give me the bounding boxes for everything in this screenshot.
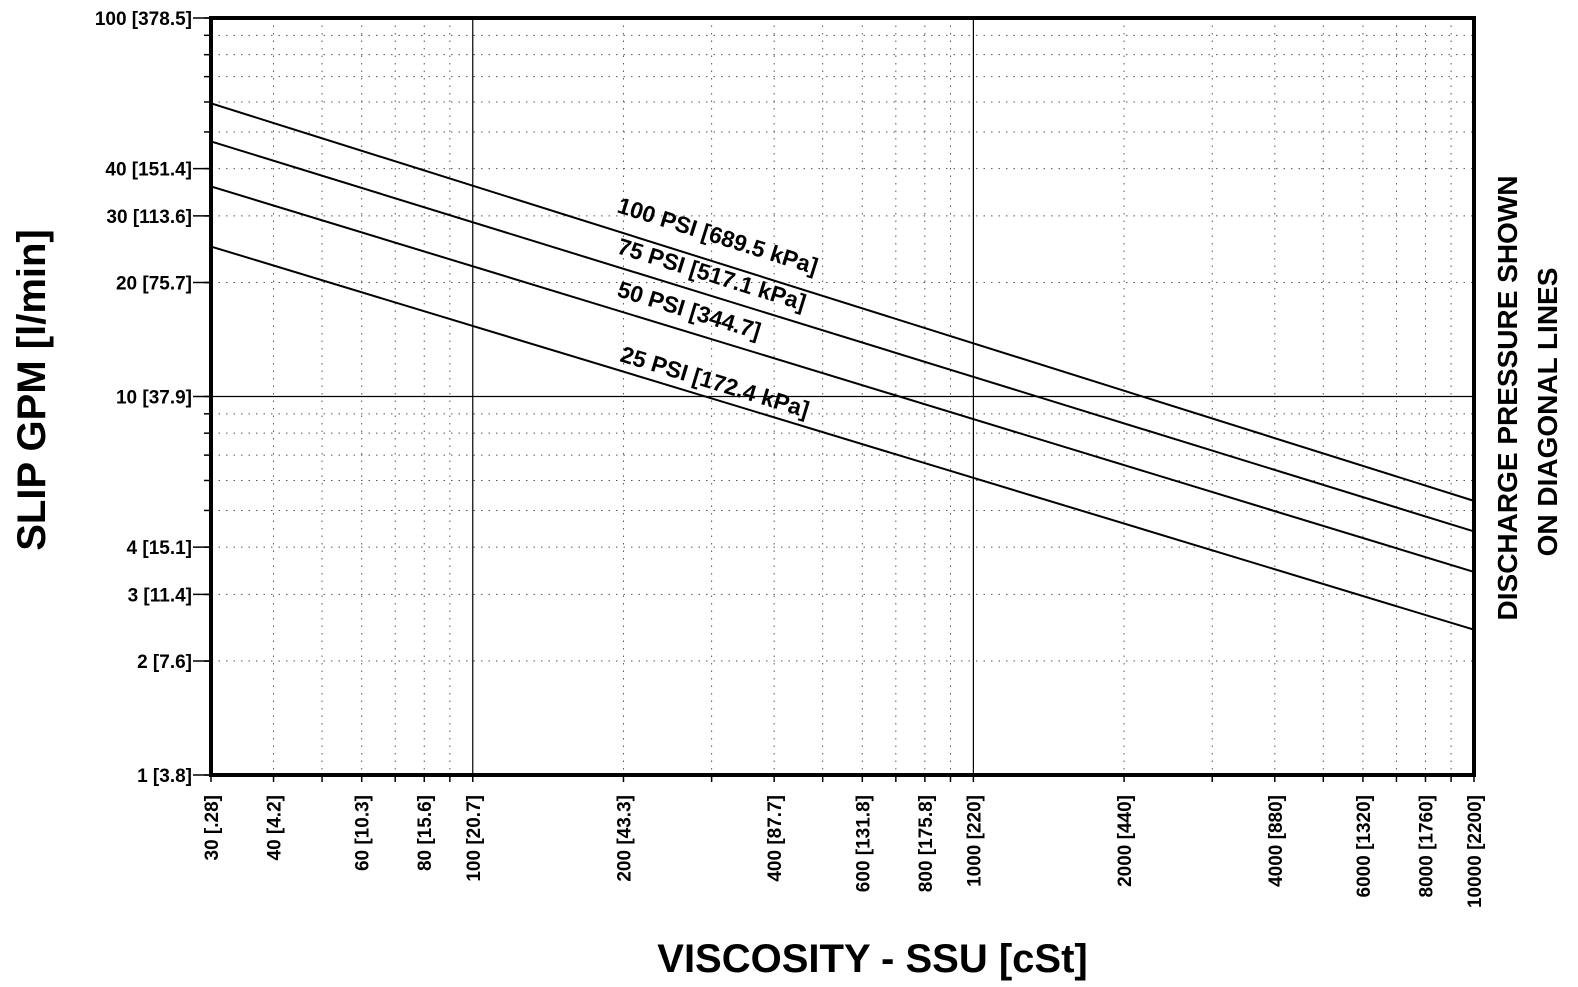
x-tick-label: 6000 [1320] xyxy=(1354,795,1375,897)
series-line xyxy=(210,245,1475,631)
series-label: 25 PSI [172.4 kPa] xyxy=(618,341,813,423)
y-axis-title: SLIP GPM [l/min] xyxy=(10,229,54,551)
y-tick-label: 3 [11.4] xyxy=(128,585,192,606)
x-tick-label: 80 [15.6] xyxy=(415,795,436,871)
series-lines xyxy=(210,102,1475,631)
x-tick-label: 40 [4.2] xyxy=(265,795,286,860)
x-tick-label: 60 [10.3] xyxy=(353,795,374,871)
x-tick-label: 4000 [880] xyxy=(1266,795,1287,887)
x-tick-label: 100 [20.7] xyxy=(464,795,485,882)
series-line xyxy=(210,185,1475,573)
x-tick-label: 1000 [220] xyxy=(964,795,985,887)
x-tick-label: 800 [175.8] xyxy=(916,795,937,892)
series-line xyxy=(210,140,1475,533)
x-tick-label: 10000 [2200] xyxy=(1465,795,1486,908)
y-tick-label: 40 [151.4] xyxy=(105,160,192,181)
y-tick-label: 2 [7.6] xyxy=(137,652,192,673)
y-tick-label: 20 [75.7] xyxy=(116,274,192,295)
y-tick-label: 1 [3.8] xyxy=(137,766,192,787)
x-tick-label: 30 [.28] xyxy=(202,795,223,860)
side-title-line-1: DISCHARGE PRESSURE SHOWN xyxy=(1492,176,1523,621)
x-tick-label: 2000 [440] xyxy=(1115,795,1136,887)
minor-grid xyxy=(211,18,1474,775)
y-tick-label: 10 [37.9] xyxy=(116,388,192,409)
x-tick-labels: 30 [.28] 40 [4.2] 60 [10.3] 80 [15.6] 100 [2… xyxy=(202,795,1486,908)
y-tick-label: 100 [378.5] xyxy=(95,9,192,30)
y-tick-label: 4 [15.1] xyxy=(127,538,192,559)
x-tick-label: 8000 [1760] xyxy=(1416,795,1437,897)
x-axis-title: VISCOSITY - SSU [cSt] xyxy=(657,937,1087,981)
y-tick-labels: 100 [378.5] 40 [151.4] 30 [113.6] 20 [75.7]… xyxy=(95,9,192,787)
x-tick-label: 600 [131.8] xyxy=(853,795,874,892)
series-labels: 100 PSI [689.5 kPa]75 PSI [517.1 kPa]50 … xyxy=(614,192,821,423)
x-tick-label: 200 [43.3] xyxy=(614,795,635,882)
y-tick-label: 30 [113.6] xyxy=(106,207,192,228)
side-title-line-2: ON DIAGONAL LINES xyxy=(1532,268,1563,557)
axis-ticks xyxy=(193,17,1475,782)
major-grid xyxy=(211,18,1474,775)
series-line xyxy=(210,102,1475,502)
x-tick-label: 400 [87.7] xyxy=(765,795,786,882)
